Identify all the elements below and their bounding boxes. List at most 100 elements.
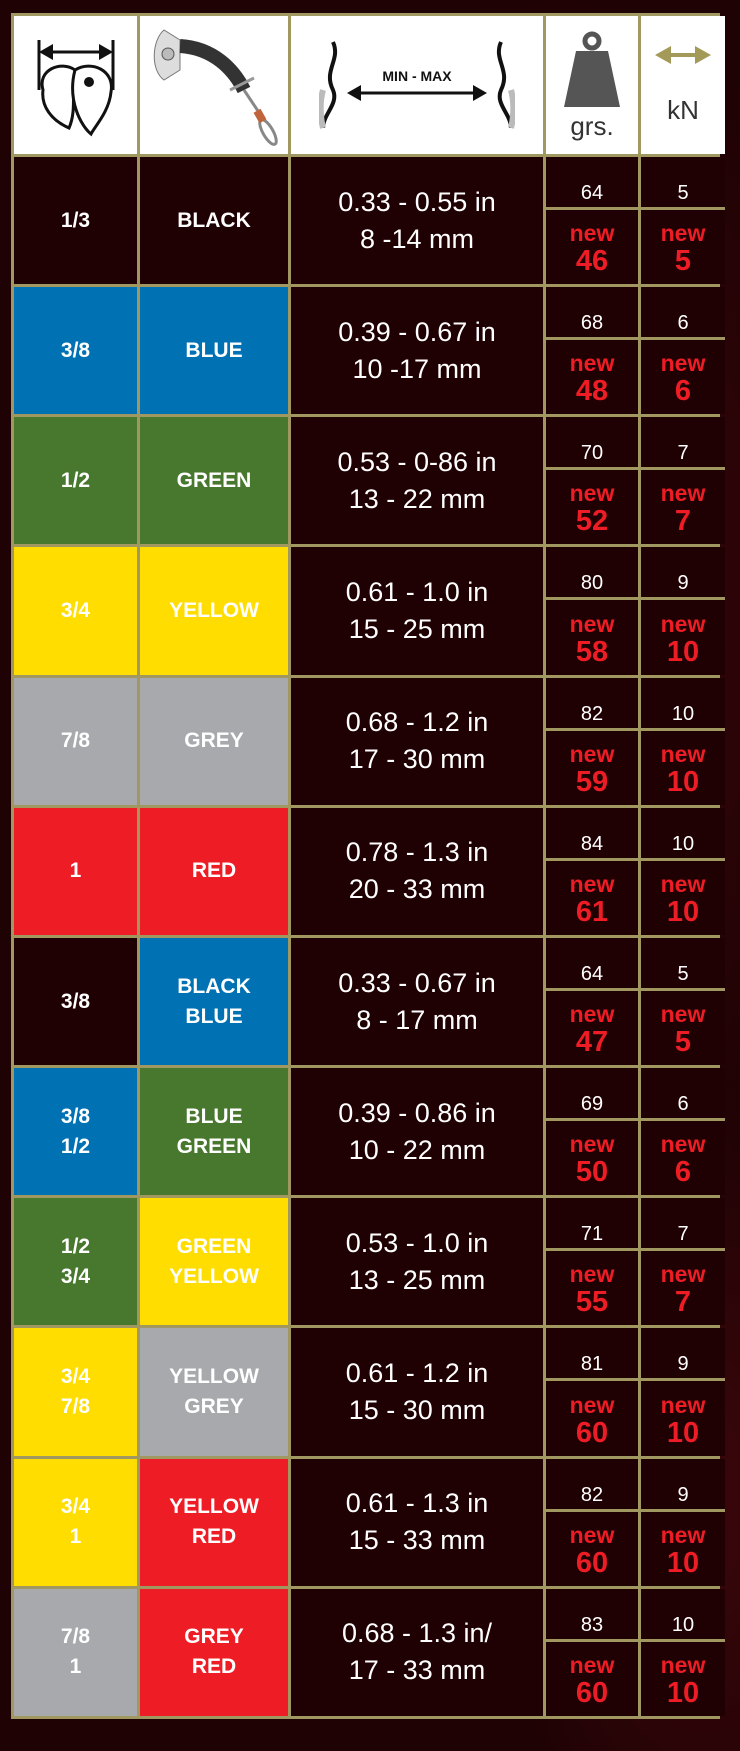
new-value: new 10 [641,1381,725,1456]
weight-cell: 64 new 46 [546,157,638,285]
new-label: new [569,870,615,897]
strength-unit: kN [667,94,699,125]
size-cell: 3/4 7/8 [14,1328,137,1456]
old-strength: 6 [641,1068,725,1119]
old-weight: 82 [546,677,638,728]
new-value-number: 5 [674,1026,692,1059]
range-cell: 0.39 - 0.86 in 10 - 22 mm [291,1068,543,1196]
header-weight: grs. [546,16,638,154]
range-cell: 0.53 - 1.0 in 13 - 25 mm [291,1198,543,1326]
range-cell: 0.33 - 0.55 in 8 -14 mm [291,157,543,285]
new-label: new [569,1651,615,1678]
new-value: new 7 [641,470,725,545]
new-value-number: 60 [575,1546,609,1579]
strength-cell: 5 new 5 [641,937,725,1066]
new-value-number: 7 [674,505,692,538]
ball-nut-product-icon [153,29,278,146]
new-label: new [660,1521,706,1548]
new-value: new 50 [546,1121,638,1196]
new-value: new 60 [546,1511,638,1586]
color-name-cell: YELLOW [140,547,288,675]
range-cell: 0.33 - 0.67 in 8 - 17 mm [291,937,543,1066]
new-label: new [569,1261,615,1288]
size-cell: 1 [14,807,137,935]
old-weight: 70 [546,417,638,468]
old-weight: 82 [546,1458,638,1509]
color-name-cell: RED [140,807,288,935]
color-name-cell: BLUE [140,287,288,415]
header-range: MIN - MAX [291,16,543,154]
new-value-number: 10 [666,1676,700,1709]
new-value-number: 10 [666,1416,700,1449]
new-value-number: 60 [575,1676,609,1709]
old-strength: 9 [641,1458,725,1509]
range-cell: 0.61 - 1.2 in 15 - 30 mm [291,1328,543,1456]
old-weight: 64 [546,937,638,988]
new-value: new 55 [546,1251,638,1326]
new-label: new [660,1131,706,1158]
old-weight: 69 [546,1068,638,1119]
new-value: new 48 [546,340,638,415]
strength-cell: 10 new 10 [641,807,725,935]
new-label: new [569,1001,615,1028]
new-label: new [660,1261,706,1288]
color-name-cell: BLACK [140,157,288,285]
strength-cell: 10 new 10 [641,1588,725,1716]
new-label: new [660,480,706,507]
new-value-number: 10 [666,1546,700,1579]
rock-crack-left-icon [319,41,337,129]
new-value: new 7 [641,1251,725,1326]
weight-cell: 82 new 60 [546,1458,638,1586]
old-strength: 5 [641,937,725,988]
new-value: new 61 [546,860,638,935]
old-weight: 83 [546,1588,638,1639]
color-name-cell: GREY [140,677,288,805]
size-cell: 1/3 [14,157,137,285]
range-cell: 0.68 - 1.3 in/ 17 - 33 mm [291,1588,543,1716]
new-value-number: 52 [575,505,609,538]
size-chart-table: MIN - MAX grs. kN 1/3 BLACK 0.33 - 0.55 in… [11,13,725,1719]
new-value: new 60 [546,1381,638,1456]
new-label: new [569,1131,615,1158]
old-strength: 9 [641,547,725,598]
new-value-number: 58 [575,635,609,668]
new-value: new 59 [546,730,638,805]
size-cell: 1/2 3/4 [14,1198,137,1326]
color-name-cell: GREEN YELLOW [140,1198,288,1326]
strength-cell: 9 new 10 [641,547,725,675]
size-cell: 7/8 1 [14,1588,137,1716]
new-value: new 58 [546,600,638,675]
new-value-number: 55 [575,1286,609,1319]
new-value-number: 48 [575,375,609,408]
cam-width-icon [37,40,114,137]
header-product [140,16,288,154]
range-cell: 0.78 - 1.3 in 20 - 33 mm [291,807,543,935]
new-label: new [569,220,615,247]
new-value: new 6 [641,1121,725,1196]
weight-cell: 69 new 50 [546,1068,638,1196]
old-strength: 10 [641,1588,725,1639]
weight-cell: 82 new 59 [546,677,638,805]
new-label: new [569,350,615,377]
range-cell: 0.61 - 1.3 in 15 - 33 mm [291,1458,543,1586]
color-name-cell: BLACK BLUE [140,937,288,1066]
new-value-number: 10 [666,765,700,798]
size-cell: 3/8 [14,937,137,1066]
old-weight: 81 [546,1328,638,1379]
new-label: new [569,1391,615,1418]
strength-cell: 6 new 6 [641,287,725,415]
new-value: new 52 [546,470,638,545]
new-label: new [569,480,615,507]
new-value: new 5 [641,210,725,285]
weight-cell: 81 new 60 [546,1328,638,1456]
weight-kg-icon [564,31,620,107]
new-value: new 10 [641,600,725,675]
range-cell: 0.68 - 1.2 in 17 - 30 mm [291,677,543,805]
old-strength: 7 [641,1198,725,1249]
new-label: new [660,1651,706,1678]
old-weight: 84 [546,807,638,858]
new-label: new [660,1001,706,1028]
old-weight: 64 [546,157,638,207]
strength-cell: 9 new 10 [641,1458,725,1586]
range-cell: 0.39 - 0.67 in 10 -17 mm [291,287,543,415]
